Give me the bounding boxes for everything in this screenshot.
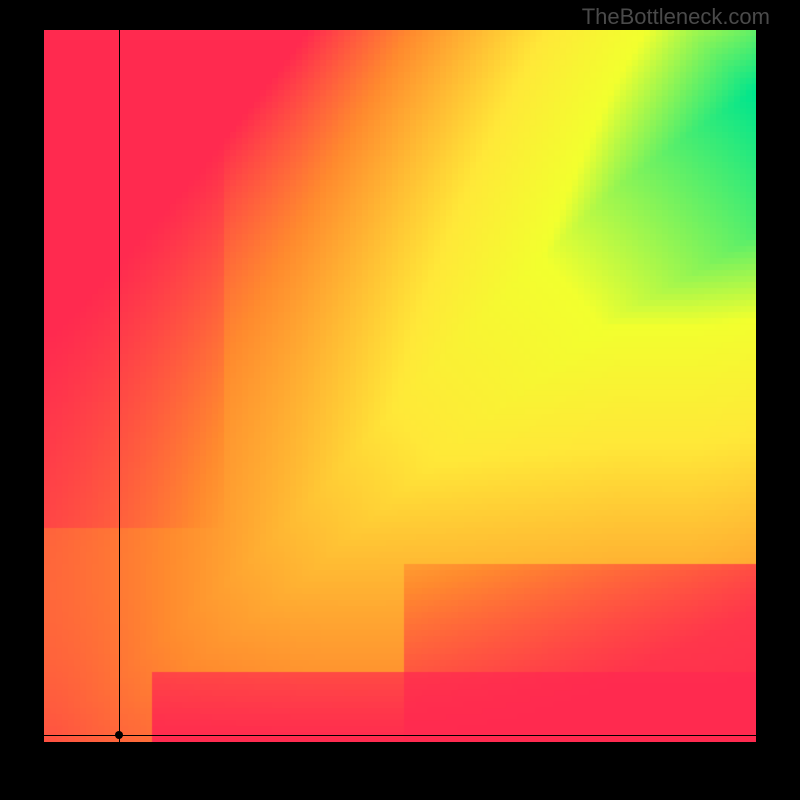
crosshair-vertical (119, 30, 120, 742)
heatmap-chart (44, 30, 756, 742)
watermark-text: TheBottleneck.com (582, 4, 770, 30)
crosshair-horizontal (44, 735, 756, 736)
crosshair-marker (115, 731, 123, 739)
heatmap-canvas (44, 30, 756, 742)
